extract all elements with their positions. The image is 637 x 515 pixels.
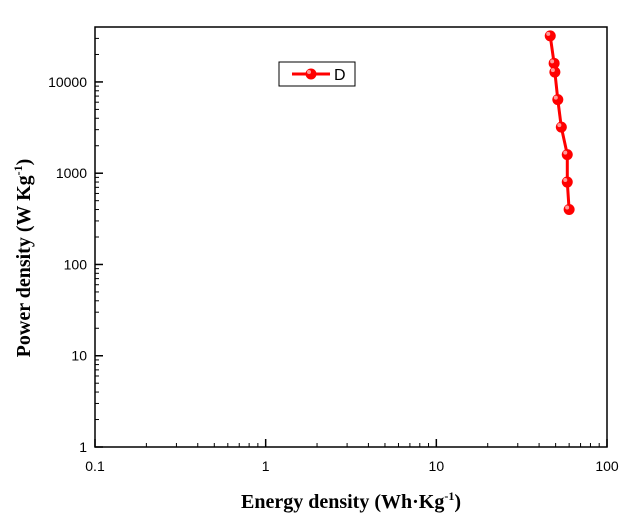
x-tick-label: 0.1 [85,458,105,474]
plot-frame [94,26,608,448]
data-point-highlight [553,95,558,100]
x-axis-ticks: 0.1 1 10 100 [85,439,619,474]
data-point-highlight [565,205,570,210]
y-tick-label: 10 [71,348,87,364]
data-point [561,149,573,161]
data-point-highlight [557,123,562,128]
legend-label: D [334,67,346,84]
y-tick-label: 100 [64,256,88,272]
y-tick-label: 1000 [56,165,87,181]
data-point [563,204,575,216]
data-point-highlight [550,59,555,64]
data-point-highlight [563,150,568,155]
data-point-highlight [550,68,555,73]
y-tick-label: 1 [79,439,87,455]
legend: D [278,61,356,87]
data-point [544,30,556,42]
legend-marker [305,68,317,80]
x-tick-label: 100 [595,458,619,474]
data-point [552,94,564,106]
x-axis-title: Energy density (Wh·Kg-1) [241,489,461,513]
legend-marker-highlight [307,70,311,74]
x-tick-label: 10 [429,458,445,474]
x-tick-label: 1 [262,458,270,474]
series-layer [544,30,575,216]
data-point-highlight [563,178,568,183]
y-tick-label: 10000 [48,74,87,90]
y-axis-ticks: 1 10 100 1000 10000 [48,26,103,455]
y-axis-title: Power density (W Kg-1) [11,159,35,358]
data-point [561,176,573,188]
data-point [549,66,561,78]
data-point-highlight [546,31,551,36]
data-point [555,121,567,133]
